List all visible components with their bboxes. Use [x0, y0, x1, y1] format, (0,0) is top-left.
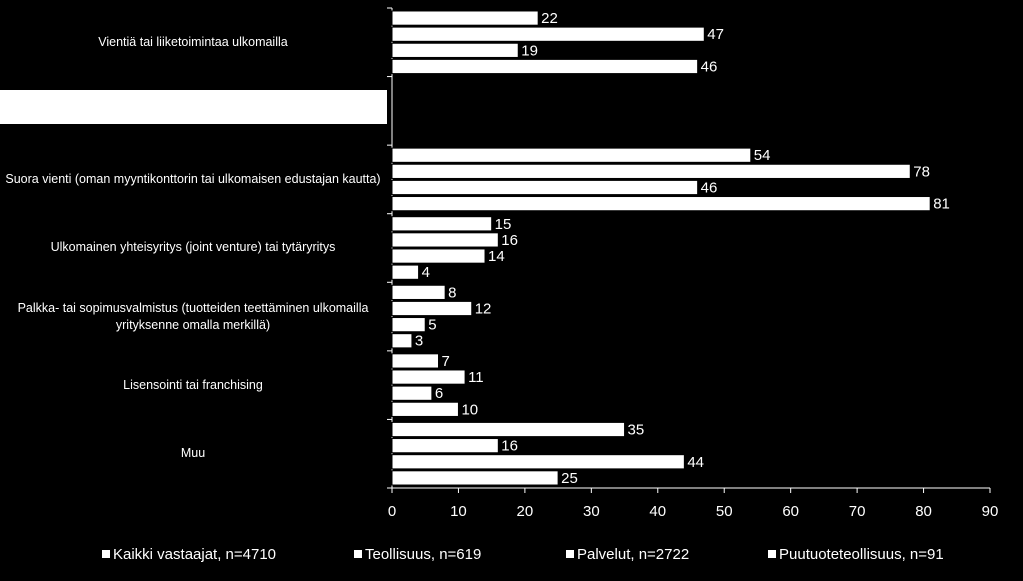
category-label: Muu	[180, 446, 206, 461]
value-label: 44	[687, 454, 704, 471]
value-label: 54	[754, 147, 771, 164]
bar	[391, 58, 699, 75]
value-label: 81	[933, 196, 950, 213]
value-label: 14	[488, 248, 505, 265]
category-label: Palkka- tai sopimusvalmistus (tuotteiden…	[17, 300, 369, 332]
bar	[391, 454, 685, 470]
x-tick-label: 30	[583, 503, 600, 520]
category-label: Lisensointi tai franchising	[123, 377, 263, 392]
x-tick-label: 80	[915, 503, 932, 520]
bar	[391, 216, 493, 232]
legend-label: Teollisuus, n=619	[365, 546, 481, 563]
bar	[391, 385, 433, 401]
bar	[391, 26, 705, 42]
category-label: Vientiä tai liiketoimintaa ulkomailla	[98, 34, 288, 49]
value-label: 19	[521, 42, 538, 59]
legend-label: Palvelut, n=2722	[577, 546, 689, 563]
value-label: 35	[628, 421, 645, 438]
bar	[391, 232, 499, 248]
category-label: Ulkomainen yhteisyritys (joint venture) …	[50, 240, 336, 255]
x-tick-label: 20	[517, 503, 534, 520]
x-tick-label: 70	[849, 503, 866, 520]
value-label: 8	[448, 284, 456, 301]
value-label: 25	[561, 470, 578, 487]
x-tick-label: 40	[649, 503, 666, 520]
x-tick-label: 60	[782, 503, 799, 520]
bar	[391, 147, 752, 163]
legend-label: Puutuoteteollisuus, n=91	[779, 546, 944, 563]
value-label: 46	[701, 58, 718, 75]
bar	[391, 42, 519, 58]
bar	[391, 284, 446, 300]
bar	[391, 163, 911, 179]
bar	[391, 300, 473, 317]
bar	[391, 401, 459, 417]
bar	[391, 248, 486, 264]
bar	[391, 179, 699, 196]
x-tick-label: 50	[716, 503, 733, 520]
bar	[391, 470, 559, 486]
x-tick-label: 90	[982, 503, 999, 520]
bar	[391, 317, 426, 333]
legend-swatch	[566, 550, 574, 558]
category-label: Suora vienti (oman myyntikonttorin tai u…	[5, 171, 381, 186]
bar	[391, 10, 539, 26]
legend-label: Kaikki vastaajat, n=4710	[113, 546, 276, 563]
legend-swatch	[768, 550, 776, 558]
bar	[391, 196, 931, 212]
value-label: 15	[495, 216, 512, 233]
value-label: 4	[422, 264, 430, 281]
bar	[391, 421, 626, 438]
bar	[391, 333, 413, 349]
blank-label-box	[0, 90, 387, 124]
value-label: 46	[701, 179, 718, 196]
bar	[391, 264, 420, 280]
legend-swatch	[354, 550, 362, 558]
x-tick-label: 0	[388, 503, 396, 520]
value-label: 12	[475, 300, 492, 317]
bar	[391, 369, 466, 385]
value-label: 3	[415, 333, 423, 350]
value-label: 6	[435, 385, 443, 402]
value-label: 16	[501, 232, 518, 249]
bar	[391, 438, 499, 454]
legend-swatch	[102, 550, 110, 558]
bar	[391, 353, 440, 369]
value-label: 5	[428, 317, 436, 334]
value-label: 78	[913, 163, 930, 180]
value-label: 47	[707, 26, 724, 43]
value-label: 11	[468, 369, 484, 386]
value-label: 22	[541, 10, 558, 27]
value-label: 10	[461, 401, 478, 418]
x-tick-label: 10	[450, 503, 467, 520]
value-label: 16	[501, 438, 518, 455]
value-label: 7	[442, 353, 450, 370]
